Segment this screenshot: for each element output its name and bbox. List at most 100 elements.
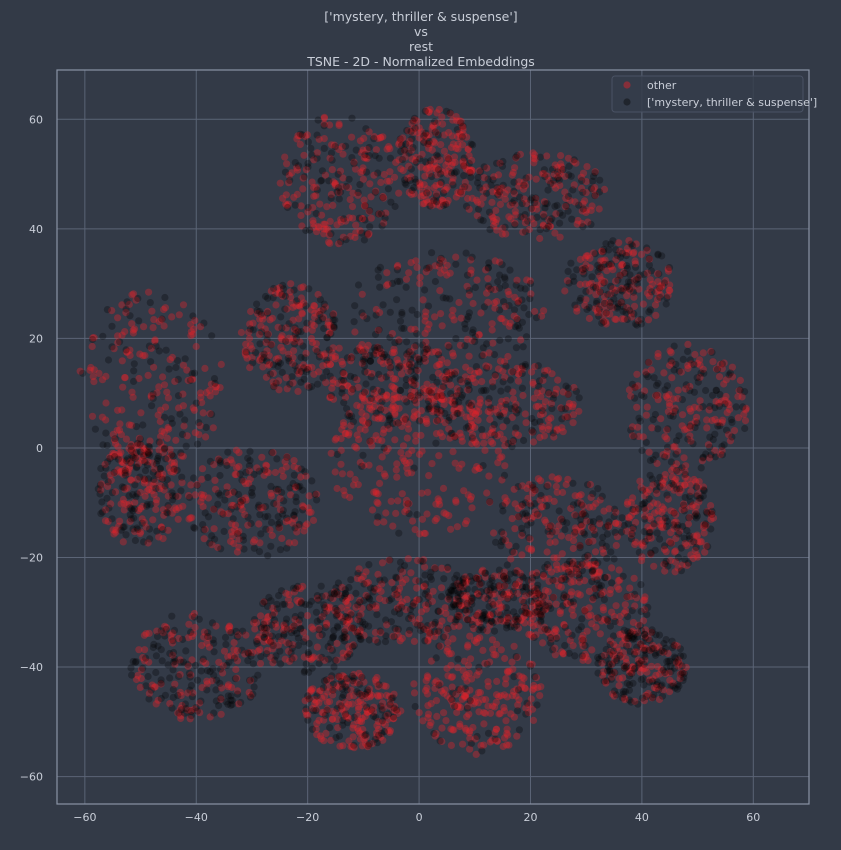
point-mystery bbox=[647, 549, 654, 556]
point-other bbox=[428, 460, 435, 467]
point-other bbox=[461, 658, 468, 665]
point-other bbox=[114, 314, 121, 321]
point-mystery bbox=[650, 416, 657, 423]
point-mystery bbox=[478, 352, 485, 359]
point-mystery bbox=[466, 309, 473, 316]
point-other bbox=[332, 468, 339, 475]
point-mystery bbox=[651, 520, 658, 527]
point-mystery bbox=[406, 510, 413, 517]
point-mystery bbox=[413, 330, 420, 337]
point-other bbox=[684, 341, 691, 348]
point-other bbox=[643, 412, 650, 419]
point-mystery bbox=[144, 461, 151, 468]
point-mystery bbox=[550, 594, 557, 601]
point-other bbox=[389, 396, 396, 403]
plot-points bbox=[77, 106, 750, 758]
point-other bbox=[478, 378, 485, 385]
point-mystery bbox=[716, 391, 723, 398]
point-other bbox=[376, 595, 383, 602]
point-mystery bbox=[305, 138, 312, 145]
point-other bbox=[185, 621, 192, 628]
point-mystery bbox=[133, 423, 140, 430]
point-mystery bbox=[264, 295, 271, 302]
point-other bbox=[479, 647, 486, 654]
point-other bbox=[358, 409, 365, 416]
point-other bbox=[411, 408, 418, 415]
point-mystery bbox=[638, 676, 645, 683]
point-other bbox=[195, 431, 202, 438]
point-other bbox=[232, 666, 239, 673]
point-mystery bbox=[728, 419, 735, 426]
point-mystery bbox=[486, 498, 493, 505]
point-other bbox=[119, 332, 126, 339]
point-other bbox=[511, 164, 518, 171]
point-other bbox=[501, 655, 508, 662]
point-mystery bbox=[537, 154, 544, 161]
point-mystery bbox=[364, 230, 371, 237]
point-other bbox=[424, 702, 431, 709]
point-other bbox=[342, 430, 349, 437]
point-other bbox=[541, 517, 548, 524]
point-mystery bbox=[558, 516, 565, 523]
point-other bbox=[480, 440, 487, 447]
point-mystery bbox=[683, 527, 690, 534]
point-other bbox=[251, 536, 258, 543]
point-other bbox=[703, 416, 710, 423]
point-other bbox=[119, 357, 126, 364]
point-other bbox=[489, 440, 496, 447]
point-mystery bbox=[489, 383, 496, 390]
point-mystery bbox=[576, 542, 583, 549]
point-other bbox=[199, 465, 206, 472]
point-mystery bbox=[433, 654, 440, 661]
point-mystery bbox=[326, 346, 333, 353]
point-mystery bbox=[527, 280, 534, 287]
point-mystery bbox=[598, 320, 605, 327]
point-mystery bbox=[432, 278, 439, 285]
point-mystery bbox=[372, 331, 379, 338]
point-mystery bbox=[543, 502, 550, 509]
point-mystery bbox=[451, 401, 458, 408]
point-mystery bbox=[128, 672, 135, 679]
point-other bbox=[633, 371, 640, 378]
point-other bbox=[742, 417, 749, 424]
point-mystery bbox=[319, 167, 326, 174]
title-line: TSNE - 2D - Normalized Embeddings bbox=[306, 54, 535, 69]
point-mystery bbox=[124, 298, 131, 305]
point-other bbox=[629, 494, 636, 501]
point-other bbox=[668, 374, 675, 381]
point-mystery bbox=[565, 193, 572, 200]
point-mystery bbox=[459, 133, 466, 140]
point-mystery bbox=[537, 492, 544, 499]
point-other bbox=[648, 424, 655, 431]
point-other bbox=[281, 154, 288, 161]
point-mystery bbox=[607, 303, 614, 310]
point-mystery bbox=[335, 171, 342, 178]
point-mystery bbox=[548, 215, 555, 222]
point-other bbox=[485, 473, 492, 480]
point-mystery bbox=[139, 665, 146, 672]
point-mystery bbox=[145, 695, 152, 702]
point-mystery bbox=[708, 349, 715, 356]
point-other bbox=[549, 473, 556, 480]
point-other bbox=[652, 312, 659, 319]
point-mystery bbox=[434, 417, 441, 424]
point-mystery bbox=[147, 358, 154, 365]
point-mystery bbox=[314, 186, 321, 193]
point-mystery bbox=[545, 223, 552, 230]
point-mystery bbox=[333, 591, 340, 598]
point-mystery bbox=[435, 643, 442, 650]
point-mystery bbox=[540, 571, 547, 578]
point-mystery bbox=[661, 669, 668, 676]
point-mystery bbox=[460, 172, 467, 179]
point-other bbox=[536, 434, 543, 441]
point-other bbox=[351, 328, 358, 335]
point-mystery bbox=[386, 597, 393, 604]
point-other bbox=[145, 289, 152, 296]
point-mystery bbox=[575, 202, 582, 209]
point-mystery bbox=[502, 363, 509, 370]
point-other bbox=[416, 615, 423, 622]
point-other bbox=[366, 180, 373, 187]
point-mystery bbox=[463, 250, 470, 257]
point-other bbox=[352, 476, 359, 483]
point-other bbox=[381, 470, 388, 477]
